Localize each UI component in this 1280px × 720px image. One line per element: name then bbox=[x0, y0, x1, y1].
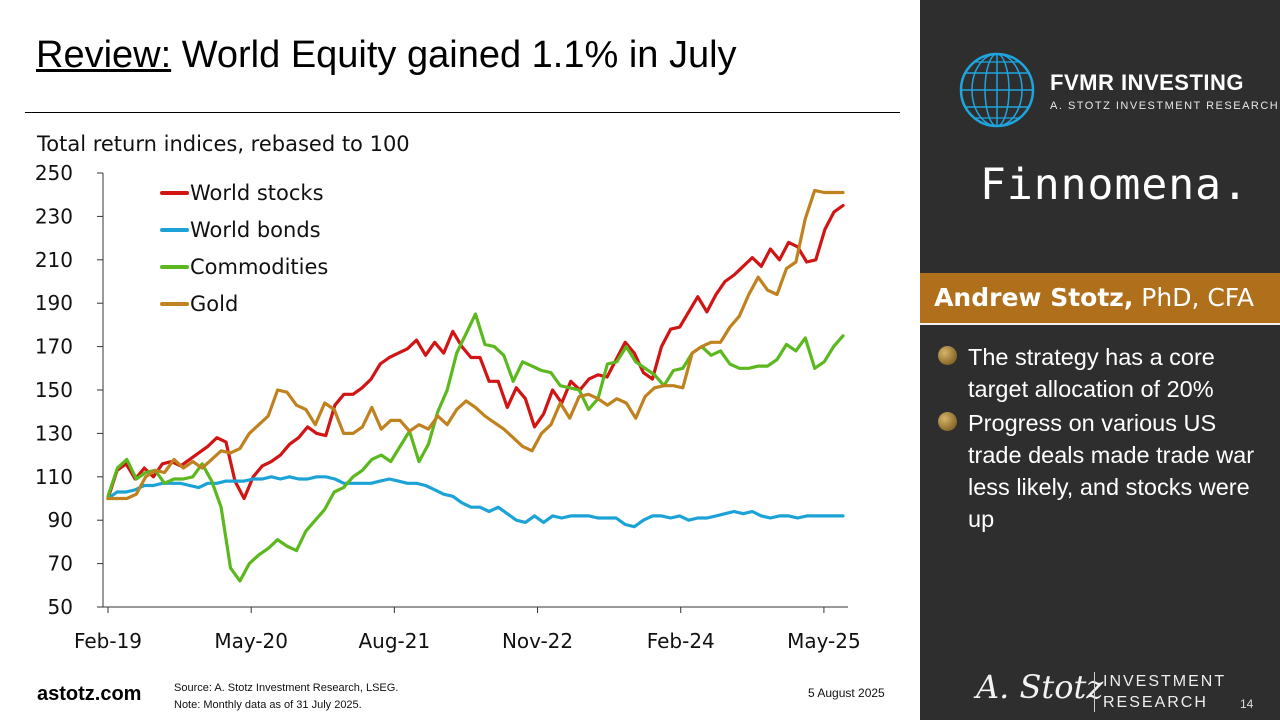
slide-title: Review: World Equity gained 1.1% in July bbox=[36, 34, 737, 77]
y-tick-label: 230 bbox=[35, 204, 73, 228]
title-headline: World Equity gained 1.1% in July bbox=[171, 34, 737, 76]
bullet-item: Progress on various US trade deals made … bbox=[938, 407, 1274, 535]
bullet-dot-icon bbox=[938, 346, 957, 365]
x-tick-label: May-25 bbox=[787, 629, 861, 653]
legend-label: Gold bbox=[190, 292, 238, 316]
legend-label: Commodities bbox=[190, 255, 328, 279]
y-tick-label: 70 bbox=[48, 552, 73, 576]
y-tick-label: 110 bbox=[35, 465, 73, 489]
footer-website[interactable]: astotz.com bbox=[37, 683, 142, 705]
author-credentials: PhD, CFA bbox=[1133, 283, 1254, 312]
y-tick-label: 50 bbox=[48, 595, 73, 619]
title-review-label: Review: bbox=[36, 34, 172, 76]
x-tick-label: Nov-22 bbox=[502, 629, 573, 653]
x-tick-label: Feb-24 bbox=[647, 629, 715, 653]
y-tick-label: 130 bbox=[35, 421, 73, 445]
bullet-text: Progress on various US trade deals made … bbox=[968, 410, 1255, 532]
y-tick-label: 190 bbox=[35, 291, 73, 315]
series-line-world-bonds bbox=[106, 475, 845, 529]
y-tick-label: 250 bbox=[35, 161, 73, 185]
author-banner: Andrew Stotz, PhD, CFA bbox=[920, 273, 1280, 323]
bullet-list: The strategy has a core target allocatio… bbox=[938, 341, 1274, 537]
brand-subtitle: A. STOTZ INVESTMENT RESEARCH bbox=[1050, 100, 1280, 112]
page-number: 14 bbox=[1240, 697, 1254, 711]
author-name: Andrew Stotz, PhD, CFA bbox=[934, 283, 1254, 312]
author-divider bbox=[920, 323, 1280, 325]
slide-date: 5 August 2025 bbox=[808, 686, 885, 700]
series-line-world-stocks bbox=[106, 203, 845, 501]
footer-brand-line1: INVESTMENT bbox=[1103, 673, 1227, 690]
y-tick-label: 150 bbox=[35, 378, 73, 402]
globe-icon bbox=[959, 52, 1035, 128]
line-chart: 50 70 90 110 130 150 170 190 210 230 250 Feb-19 May-… bbox=[35, 161, 861, 653]
sidebar-panel: FVMR INVESTING A. STOTZ INVESTMENT RESEA… bbox=[920, 0, 1280, 720]
bullet-text: The strategy has a core target allocatio… bbox=[968, 344, 1215, 402]
legend-label: World stocks bbox=[190, 181, 324, 205]
footer-source: Source: A. Stotz Investment Research, LS… bbox=[174, 680, 398, 714]
brand-name: FVMR INVESTING bbox=[1050, 70, 1245, 95]
x-tick-label: May-20 bbox=[214, 629, 288, 653]
x-tick-label: Aug-21 bbox=[359, 629, 431, 653]
signature-divider bbox=[1094, 672, 1095, 712]
series-line-gold bbox=[106, 188, 845, 501]
x-tick-label: Feb-19 bbox=[74, 629, 142, 653]
author-name-text: Andrew Stotz, bbox=[934, 283, 1134, 312]
partner-logo: Finnomena. bbox=[980, 160, 1249, 210]
y-tick-label: 210 bbox=[35, 248, 73, 272]
legend-label: World bonds bbox=[190, 218, 321, 242]
bullet-item: The strategy has a core target allocatio… bbox=[938, 341, 1274, 405]
footer-brand-line2: RESEARCH bbox=[1103, 694, 1208, 711]
y-tick-label: 170 bbox=[35, 335, 73, 359]
bullet-dot-icon bbox=[938, 412, 957, 431]
y-tick-label: 90 bbox=[48, 508, 73, 532]
data-note: Note: Monthly data as of 31 July 2025. bbox=[174, 699, 362, 711]
signature-logo: A. Stotz bbox=[976, 668, 1104, 706]
chart-title: Total return indices, rebased to 100 bbox=[37, 132, 410, 156]
series-line-commodities bbox=[106, 312, 845, 583]
title-divider bbox=[25, 112, 900, 113]
source-note: Source: A. Stotz Investment Research, LS… bbox=[174, 682, 399, 694]
